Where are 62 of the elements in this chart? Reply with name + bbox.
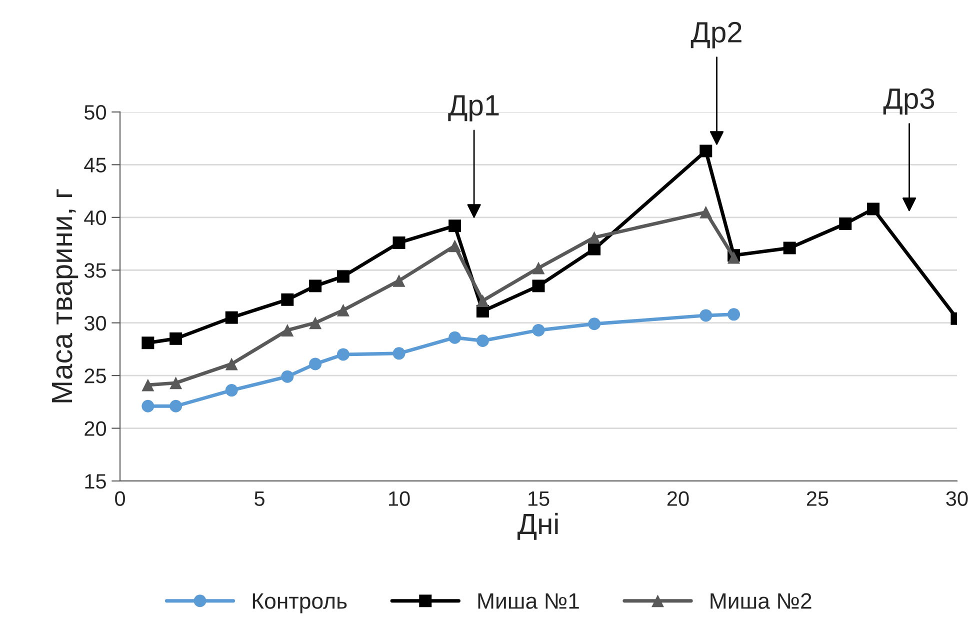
- point: [392, 347, 406, 360]
- point: [476, 334, 489, 348]
- x-tick-label: 20: [667, 491, 689, 506]
- point: [448, 240, 462, 252]
- point: [170, 400, 182, 412]
- point: [170, 332, 182, 345]
- y-tick-label: 20: [84, 421, 106, 436]
- point: [336, 270, 350, 283]
- point: [700, 206, 712, 218]
- point: [588, 242, 601, 256]
- point: [142, 336, 154, 350]
- point: [700, 144, 712, 158]
- legend-label: Миша №2: [710, 593, 812, 609]
- y-tick-label: 25: [84, 368, 106, 384]
- point: [142, 400, 154, 412]
- point: [839, 217, 852, 230]
- point: [783, 242, 796, 254]
- point: [532, 324, 545, 336]
- point: [588, 231, 601, 244]
- x-axis-title: Дні: [518, 512, 558, 540]
- x-tick-label: 0: [115, 491, 126, 506]
- point: [448, 331, 462, 344]
- x-tick-label: 5: [254, 491, 264, 506]
- x-tick-label: 25: [806, 491, 828, 506]
- text: Др2: [690, 22, 742, 48]
- point: [281, 370, 294, 383]
- point: [225, 384, 238, 397]
- point: [309, 280, 322, 292]
- point: [336, 348, 350, 361]
- point: [532, 280, 545, 292]
- point: [392, 274, 406, 287]
- point: [142, 378, 154, 392]
- y-tick-label: 50: [84, 104, 106, 120]
- point: [728, 308, 740, 321]
- annotation: Др1: [448, 95, 499, 122]
- y-tick-label: 35: [84, 263, 106, 278]
- y-axis-title: Маса тварини, г: [52, 189, 78, 402]
- point: [448, 220, 462, 232]
- x-tick-label: 30: [946, 491, 968, 506]
- legend-label: Миша №1: [478, 593, 579, 609]
- legend-label: Контроль: [252, 593, 347, 614]
- point: [309, 316, 322, 330]
- point: [170, 376, 182, 390]
- point: [309, 358, 322, 370]
- y-tick-label: 30: [84, 316, 106, 331]
- point: [476, 294, 489, 307]
- point: [588, 318, 601, 330]
- y-tick-label: 15: [85, 474, 106, 489]
- point: [225, 311, 238, 324]
- annotation: Др3: [883, 88, 934, 115]
- point: [281, 293, 294, 306]
- point: [392, 236, 406, 249]
- point: [336, 304, 350, 316]
- y-tick-label: 45: [84, 158, 106, 172]
- x-tick-label: 10: [389, 491, 410, 506]
- point: [281, 324, 294, 336]
- point: [700, 309, 712, 322]
- point: [532, 262, 545, 274]
- y-tick-label: 40: [84, 210, 106, 226]
- x-tick-label: 15: [528, 491, 550, 506]
- point: [225, 358, 238, 370]
- point: [867, 202, 880, 216]
